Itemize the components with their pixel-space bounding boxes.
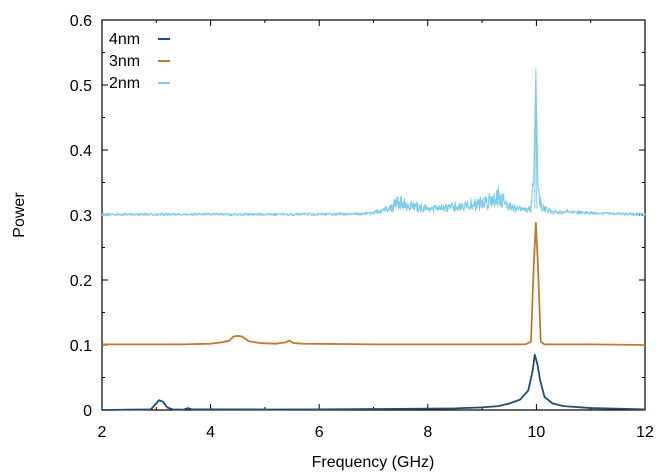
x-axis-ticks: 2 4 6 8 10 12 (98, 20, 654, 441)
legend-label-2nm: 2nm (109, 75, 140, 92)
x-tick-label: 10 (528, 424, 546, 441)
legend-label-3nm: 3nm (109, 53, 140, 70)
legend-label-4nm: 4nm (109, 31, 140, 48)
y-axis-ticks: 0 0.1 0.2 0.3 0.4 0.5 0.6 (70, 13, 645, 420)
y-tick-label: 0.1 (70, 338, 92, 355)
x-tick-label: 4 (206, 424, 215, 441)
y-tick-label: 0.6 (70, 13, 92, 30)
series-line-3nm (102, 221, 646, 346)
y-tick-label: 0.5 (70, 78, 92, 95)
y-tick-label: 0.2 (70, 273, 92, 290)
y-tick-label: 0.4 (70, 143, 92, 160)
y-axis-label: Power (11, 192, 28, 238)
series-layer (101, 68, 646, 411)
x-tick-label: 12 (636, 424, 654, 441)
series-line-4nm (101, 353, 646, 411)
legend: 4nm 3nm 2nm (109, 31, 170, 92)
x-tick-label: 2 (98, 424, 107, 441)
x-axis-label: Frequency (GHz) (312, 454, 435, 471)
y-tick-label: 0 (83, 403, 92, 420)
x-tick-label: 8 (423, 424, 432, 441)
x-tick-label: 6 (315, 424, 324, 441)
series-line-2nm (101, 68, 646, 217)
y-tick-label: 0.3 (70, 208, 92, 225)
